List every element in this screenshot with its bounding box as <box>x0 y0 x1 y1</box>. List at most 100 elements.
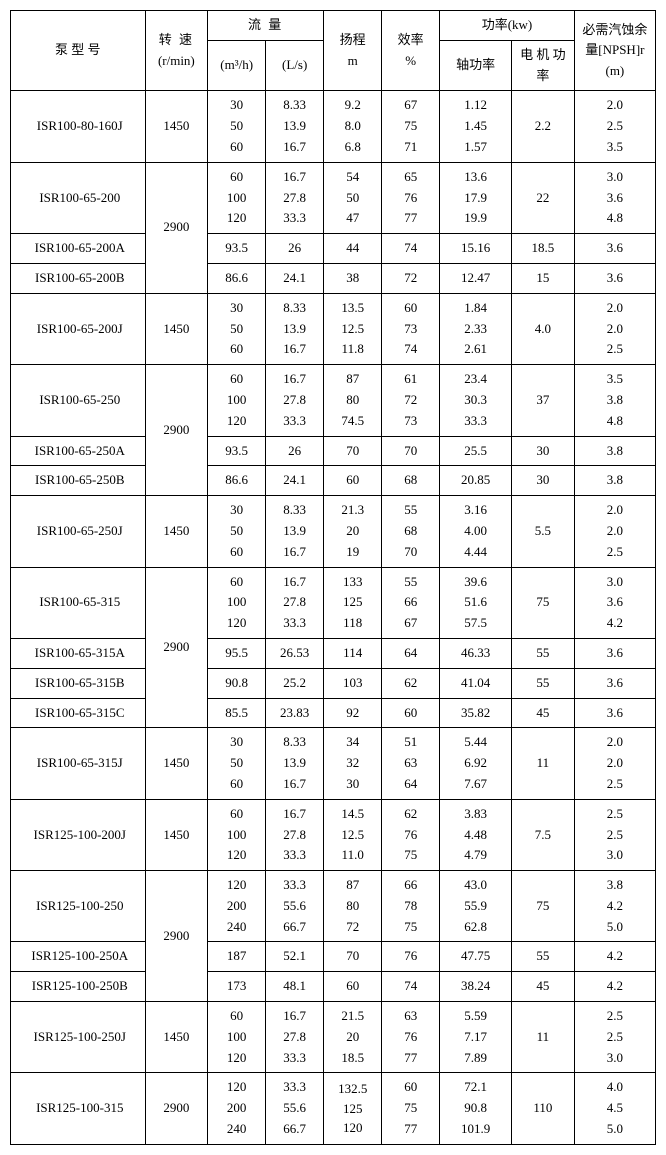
table-cell: 15.16 <box>440 234 512 264</box>
table-row: ISR100-65-20029006010012016.727.833.3545… <box>11 162 656 233</box>
speed-cell: 1450 <box>145 728 208 799</box>
hdr-npsh-unit: 量[NPSH]r (m) <box>577 40 653 82</box>
table-cell: 72.190.8101.9 <box>440 1073 512 1144</box>
table-row: ISR100-65-31529006010012016.727.833.3133… <box>11 567 656 638</box>
table-cell: 26 <box>266 436 324 466</box>
table-cell: 41.04 <box>440 668 512 698</box>
table-cell: 30 <box>512 436 575 466</box>
hdr-flow-ls: (L/s) <box>266 40 324 91</box>
table-cell: 637677 <box>382 1002 440 1073</box>
table-row: ISR100-65-250B86.624.1606820.85303.8 <box>11 466 656 496</box>
hdr-power-shaft: 轴功率 <box>440 40 512 91</box>
table-row: ISR125-100-250290012020024033.355.666.78… <box>11 871 656 942</box>
table-cell: 103 <box>324 668 382 698</box>
table-cell: 3.6 <box>574 638 655 668</box>
table-cell: ISR100-65-250 <box>11 365 146 436</box>
table-row: ISR125-100-250B17348.1607438.24454.2 <box>11 972 656 1002</box>
speed-cell: 2900 <box>145 871 208 1002</box>
table-cell: 52.1 <box>266 942 324 972</box>
table-cell: 16.727.833.3 <box>266 365 324 436</box>
table-cell: 23.83 <box>266 698 324 728</box>
table-cell: 60 <box>324 466 382 496</box>
table-cell: 26.53 <box>266 638 324 668</box>
table-cell: 617273 <box>382 365 440 436</box>
table-cell: 11 <box>512 728 575 799</box>
table-cell: 39.651.657.5 <box>440 567 512 638</box>
table-cell: 33.355.666.7 <box>266 871 324 942</box>
speed-cell: 2900 <box>145 567 208 728</box>
table-cell: 120200240 <box>208 871 266 942</box>
table-cell: 15 <box>512 263 575 293</box>
table-cell: 2.02.02.5 <box>574 728 655 799</box>
table-cell: 607577 <box>382 1073 440 1144</box>
table-cell: 55 <box>512 942 575 972</box>
table-cell: 667875 <box>382 871 440 942</box>
table-cell: 16.727.833.3 <box>266 1002 324 1073</box>
table-cell: 12.47 <box>440 263 512 293</box>
table-cell: 1.121.451.57 <box>440 91 512 162</box>
table-cell: 26 <box>266 234 324 264</box>
table-cell: 75 <box>512 871 575 942</box>
table-cell: 30 <box>512 466 575 496</box>
table-row: ISR100-65-315B90.825.21036241.04553.6 <box>11 668 656 698</box>
table-cell: ISR125-100-250A <box>11 942 146 972</box>
table-cell: 21.32019 <box>324 496 382 567</box>
table-cell: 14.512.511.0 <box>324 799 382 870</box>
table-cell: 114 <box>324 638 382 668</box>
table-cell: 62 <box>382 668 440 698</box>
table-cell: 305060 <box>208 91 266 162</box>
table-cell: 68 <box>382 466 440 496</box>
table-cell: 16.727.833.3 <box>266 799 324 870</box>
table-cell: 16.727.833.3 <box>266 162 324 233</box>
table-cell: 45 <box>512 972 575 1002</box>
table-cell: 93.5 <box>208 436 266 466</box>
table-cell: 25.5 <box>440 436 512 466</box>
hdr-speed: 转 速 (r/min) <box>145 11 208 91</box>
table-cell: ISR100-65-315A <box>11 638 146 668</box>
table-cell: 132.5125120 <box>324 1073 382 1144</box>
table-row: ISR125-100-250A18752.1707647.75554.2 <box>11 942 656 972</box>
hdr-power-motor: 电 机 功 率 <box>512 40 575 91</box>
table-row: ISR100-65-200A93.526447415.1618.53.6 <box>11 234 656 264</box>
table-cell: 74 <box>382 972 440 1002</box>
hdr-speed-unit: (r/min) <box>148 51 206 72</box>
table-cell: 60100120 <box>208 365 266 436</box>
table-row: ISR100-80-160J14503050608.3313.916.79.28… <box>11 91 656 162</box>
table-cell: 60100120 <box>208 799 266 870</box>
table-cell: 305060 <box>208 293 266 364</box>
table-cell: 38.24 <box>440 972 512 1002</box>
table-cell: 33.355.666.7 <box>266 1073 324 1144</box>
hdr-npsh: 必需汽蚀余 量[NPSH]r (m) <box>574 11 655 91</box>
table-cell: 3.6 <box>574 698 655 728</box>
table-cell: ISR100-65-200 <box>11 162 146 233</box>
table-cell: 93.5 <box>208 234 266 264</box>
table-cell: 3.03.64.2 <box>574 567 655 638</box>
speed-cell: 1450 <box>145 293 208 364</box>
table-cell: ISR125-100-250J <box>11 1002 146 1073</box>
table-cell: 60 <box>324 972 382 1002</box>
table-cell: 13.512.511.8 <box>324 293 382 364</box>
hdr-speed-label: 转 速 <box>148 30 206 51</box>
table-cell: 4.2 <box>574 942 655 972</box>
hdr-power-group: 功率(kw) <box>440 11 575 41</box>
table-cell: ISR125-100-200J <box>11 799 146 870</box>
table-cell: 627675 <box>382 799 440 870</box>
table-row: ISR100-65-200J14503050608.3313.916.713.5… <box>11 293 656 364</box>
table-cell: 3.53.84.8 <box>574 365 655 436</box>
table-cell: 2.02.53.5 <box>574 91 655 162</box>
speed-cell: 2900 <box>145 365 208 496</box>
table-cell: 86.6 <box>208 466 266 496</box>
table-cell: 4.0 <box>512 293 575 364</box>
table-cell: 677571 <box>382 91 440 162</box>
table-row: ISR125-100-200J14506010012016.727.833.31… <box>11 799 656 870</box>
table-cell: 20.85 <box>440 466 512 496</box>
table-cell: 24.1 <box>266 466 324 496</box>
table-cell: 44 <box>324 234 382 264</box>
table-cell: 5.597.177.89 <box>440 1002 512 1073</box>
table-cell: 8.3313.916.7 <box>266 293 324 364</box>
table-cell: 305060 <box>208 728 266 799</box>
hdr-head: 扬程 m <box>324 11 382 91</box>
table-row: ISR100-65-250J14503050608.3313.916.721.3… <box>11 496 656 567</box>
table-cell: 11 <box>512 1002 575 1073</box>
table-cell: 133125118 <box>324 567 382 638</box>
